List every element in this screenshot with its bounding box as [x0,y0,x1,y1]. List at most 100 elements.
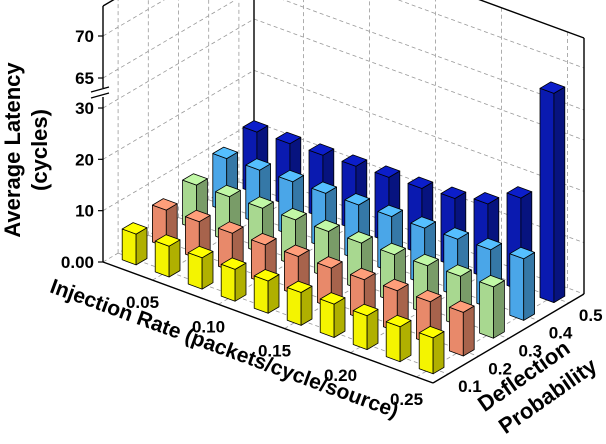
bar-s3-x9 [509,246,535,321]
y-tick-label-0: 0.00 [61,253,94,272]
bar-top-face [283,244,310,257]
x-tick-label-2: 0.15 [258,342,291,361]
bar-s0-x1 [154,234,181,278]
bar-top-face [349,267,376,281]
bar-side-face [462,305,475,357]
bar-top-face [314,219,340,232]
bar-side-face [493,280,505,339]
bar-top-face [509,246,535,260]
bars-layer [121,81,566,375]
bar-top-face [319,292,346,305]
bar-top-face [182,173,208,186]
bar-front-face [385,321,401,363]
bar-top-face [344,193,371,206]
bar-front-face [154,240,170,278]
bar-front-face [220,263,236,302]
bar-top-face [410,216,437,229]
bar-top-face [151,198,178,211]
grid-back-h-4 [282,0,585,111]
bar-s0-x8 [385,314,412,363]
bar-top-face [415,289,442,303]
frame-top-back [478,0,585,39]
bar-top-face [311,181,338,194]
bar-s0-x9 [418,325,445,375]
bar-top-face [275,131,302,145]
y-tick-label-3: 30 [75,99,94,118]
bar-top-face [413,253,439,267]
bar-s0-x6 [319,292,346,338]
bar-top-face [187,245,214,259]
y-tick-label-1: 10 [75,202,94,221]
bar-side-face [523,251,535,321]
grid-left-h-5 [102,0,165,37]
frame-x-axis [102,261,434,384]
y-axis-title-line1: Average Latency [0,62,25,238]
bar-s0-x5 [286,280,313,326]
bar-s0-x0 [121,222,148,266]
y-tick-label-4: 65 [75,69,94,88]
grid-back-h-3 [253,18,585,141]
bar-side-face [366,308,379,351]
bar-s2-x9 [479,274,505,339]
bar-front-face [448,306,464,357]
bar-top-face [250,232,277,246]
bar-top-face [418,325,445,339]
z-tick-label-1: 0.2 [488,359,512,378]
bar-top-face [278,169,305,183]
bar-top-face [448,300,475,313]
z-tick-label-4: 0.5 [579,306,603,325]
bar-top-face [184,209,211,223]
bar-top-face [476,237,503,251]
bar-top-face [385,314,412,328]
bar-top-face [440,186,467,199]
bar-side-face [399,319,412,363]
bar-top-face [215,184,241,198]
x-tick-label-4: 0.25 [390,390,423,409]
z-tick-label-0: 0.1 [458,377,482,396]
bar-front-face [121,228,137,266]
bar-front-face [509,253,525,321]
bar-top-face [316,256,343,269]
bar-top-face [154,234,181,247]
bar-s1-x9 [448,300,475,357]
axis-break-mark-1 [90,86,110,93]
bar-front-face [352,310,368,351]
frame-z-axis [432,293,585,384]
axis-break-mark-2 [90,92,110,99]
grid-back-h-5 [397,0,585,69]
bar-top-face [473,192,500,205]
bar-side-face [432,331,445,375]
axis-break-gap [93,88,107,97]
bar-top-face [281,207,307,221]
bar-top-face [539,81,566,94]
bar-front-face [187,252,203,290]
y-tick-label-2: 20 [75,150,94,169]
bar-s0-x2 [187,245,214,290]
y-axis-title-line2: (cycles) [27,109,52,191]
bar-top-face [253,269,280,282]
bar-front-face [286,287,302,326]
x-tick-label-1: 0.10 [192,317,225,336]
bar-top-face [347,231,373,244]
bar-front-face [479,281,494,339]
grid-left-h-2 [102,69,255,160]
bar-top-face [382,278,409,292]
bar-s0-x4 [253,269,280,314]
bar-top-face [352,303,379,317]
bar-top-face [506,186,533,199]
bar-top-face [242,120,269,133]
y-tick-label-5: 70 [75,27,94,46]
bar-front-face [539,87,555,304]
bar-side-face [553,86,566,304]
bar-top-face [248,196,274,209]
bar-top-face [407,176,434,189]
bar-front-face [319,298,335,338]
bar-front-face [418,332,434,375]
bar-side-face [333,297,346,338]
x-tick-label-3: 0.20 [324,366,357,385]
bar-top-face [446,264,472,277]
bar-top-face [374,165,401,178]
bar-front-face [253,275,269,314]
tick-labels: 0.00 10 20 30 65 70 0.05 0.10 0.15 0.20 0.25 0.1 0.2… [61,27,603,409]
bar-top-face [377,204,404,218]
